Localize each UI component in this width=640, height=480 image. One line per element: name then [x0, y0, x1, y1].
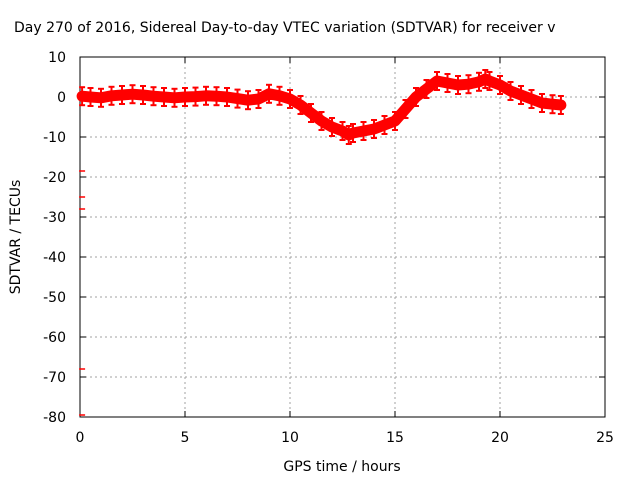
- data-point: [329, 117, 335, 137]
- y-axis-label: SDTVAR / TECUs: [8, 180, 24, 295]
- data-point: [528, 89, 535, 109]
- plot-frame: [79, 56, 606, 418]
- data-point: [497, 75, 503, 95]
- data-point: [539, 93, 545, 113]
- data-point: [129, 84, 136, 105]
- x-tick-label: 15: [386, 430, 404, 446]
- data-point: [392, 111, 398, 131]
- data-point: [234, 88, 241, 109]
- data-point: [79, 86, 86, 107]
- x-axis-label: GPS time / hours: [283, 459, 400, 475]
- data-point: [161, 87, 167, 107]
- data-point: [308, 103, 314, 123]
- data-point: [423, 79, 430, 99]
- x-tick-label: 0: [76, 430, 85, 446]
- data-point: [350, 123, 356, 143]
- data-point: [98, 87, 104, 108]
- data-point: [287, 89, 293, 109]
- data-point: [150, 86, 157, 107]
- data-point: [557, 95, 564, 115]
- y-tick-label: -50: [43, 290, 66, 306]
- y-tick-label: 0: [57, 90, 66, 106]
- data-point: [276, 85, 283, 106]
- grid-lines: [80, 57, 605, 417]
- y-tick-label: -40: [43, 250, 66, 266]
- axis-ticks: 0 5 10 15 20 25 10 0 -10 -20 -30 -40 -50 -60 -70 -80: [43, 50, 614, 446]
- data-point: [108, 85, 115, 106]
- y-tick-label: -70: [43, 370, 66, 386]
- x-tick-label: 10: [281, 430, 299, 446]
- data-layer: [76, 69, 567, 416]
- data-point: [224, 87, 230, 107]
- data-point: [345, 125, 352, 145]
- data-point: [339, 121, 346, 141]
- data-point: [203, 85, 209, 106]
- data-point: [255, 89, 262, 109]
- data-point: [444, 73, 451, 93]
- data-point: [486, 71, 493, 91]
- y-tick-label: -30: [43, 210, 66, 226]
- data-point: [402, 99, 409, 119]
- data-point: [266, 83, 272, 104]
- y-tick-label: -80: [43, 410, 66, 426]
- data-point: [297, 95, 304, 115]
- y-tick-label: 10: [48, 50, 66, 66]
- data-point: [455, 75, 461, 95]
- data-point: [371, 119, 377, 139]
- data-point: [192, 86, 199, 107]
- y-tick-label: -60: [43, 330, 66, 346]
- data-point: [549, 94, 556, 115]
- data-point: [381, 115, 388, 135]
- data-point: [413, 87, 419, 107]
- data-point: [245, 90, 251, 111]
- data-point: [119, 85, 125, 105]
- data-point: [465, 74, 472, 95]
- x-tick-label: 5: [181, 430, 190, 446]
- data-point: [318, 111, 325, 131]
- x-tick-label: 20: [491, 430, 509, 446]
- data-point: [434, 71, 440, 91]
- y-tick-label: -10: [43, 130, 66, 146]
- data-point: [476, 71, 482, 92]
- data-point: [140, 85, 146, 105]
- data-point: [482, 69, 489, 89]
- data-point: [507, 81, 514, 101]
- data-point: [360, 121, 367, 141]
- x-tick-label: 25: [596, 430, 614, 446]
- data-point: [171, 87, 178, 108]
- data-point: [182, 87, 188, 107]
- data-point: [87, 87, 94, 107]
- data-point: [213, 86, 220, 107]
- data-point: [518, 85, 524, 105]
- y-tick-label: -20: [43, 170, 66, 186]
- chart-title: Day 270 of 2016, Sidereal Day-to-day VTE…: [14, 20, 556, 36]
